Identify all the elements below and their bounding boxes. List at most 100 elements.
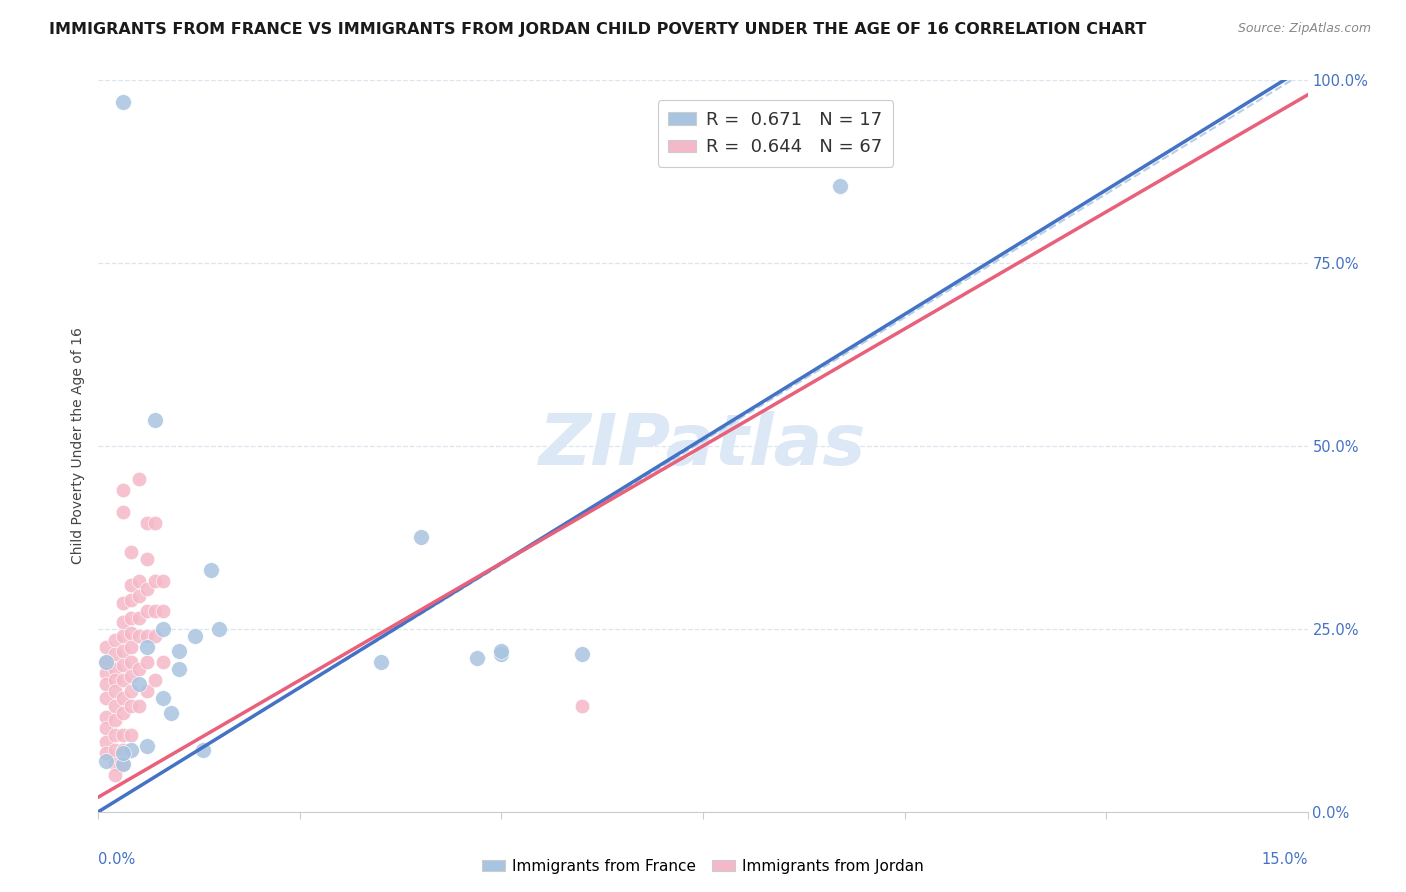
Point <box>152 574 174 589</box>
Point <box>103 632 125 647</box>
Point <box>167 662 190 676</box>
Point <box>111 742 134 756</box>
Point <box>193 742 215 756</box>
Point <box>96 665 118 680</box>
Point <box>111 615 134 629</box>
Point <box>111 673 134 687</box>
Point <box>111 95 134 110</box>
Point <box>409 530 432 544</box>
Point <box>96 655 118 669</box>
Text: 0.0%: 0.0% <box>98 852 135 867</box>
Point <box>135 640 157 655</box>
Point <box>111 483 134 497</box>
Text: IMMIGRANTS FROM FRANCE VS IMMIGRANTS FROM JORDAN CHILD POVERTY UNDER THE AGE OF : IMMIGRANTS FROM FRANCE VS IMMIGRANTS FRO… <box>49 22 1146 37</box>
Point <box>128 676 150 690</box>
Point <box>103 728 125 742</box>
Point <box>135 552 157 566</box>
Point <box>103 768 125 782</box>
Point <box>96 735 118 749</box>
Text: 15.0%: 15.0% <box>1261 852 1308 867</box>
Point <box>135 739 157 753</box>
Point <box>128 589 150 603</box>
Point <box>152 691 174 706</box>
Point <box>120 625 142 640</box>
Point <box>111 629 134 643</box>
Point <box>96 691 118 706</box>
Text: ZIPatlas: ZIPatlas <box>540 411 866 481</box>
Point <box>120 698 142 713</box>
Point <box>128 611 150 625</box>
Point <box>135 582 157 596</box>
Point <box>111 596 134 610</box>
Point <box>143 629 166 643</box>
Point <box>135 655 157 669</box>
Point <box>96 709 118 723</box>
Point <box>152 655 174 669</box>
Point <box>143 574 166 589</box>
Point <box>96 676 118 690</box>
Point <box>103 698 125 713</box>
Point <box>465 651 488 665</box>
Text: Source: ZipAtlas.com: Source: ZipAtlas.com <box>1237 22 1371 36</box>
Point <box>184 629 207 643</box>
Point <box>152 622 174 636</box>
Point <box>167 644 190 658</box>
Point <box>96 721 118 735</box>
Y-axis label: Child Poverty Under the Age of 16: Child Poverty Under the Age of 16 <box>72 327 86 565</box>
Point <box>152 603 174 617</box>
Point <box>111 658 134 673</box>
Point <box>143 673 166 687</box>
Point <box>128 662 150 676</box>
Point <box>208 622 231 636</box>
Point <box>143 413 166 427</box>
Point <box>103 684 125 698</box>
Point <box>491 648 513 662</box>
Point <box>103 757 125 772</box>
Point <box>120 655 142 669</box>
Point <box>128 472 150 486</box>
Point <box>96 754 118 768</box>
Point <box>103 714 125 728</box>
Point <box>571 698 593 713</box>
Point <box>111 746 134 760</box>
Point <box>828 179 851 194</box>
Point <box>200 563 222 577</box>
Point <box>103 742 125 756</box>
Point <box>111 706 134 720</box>
Point <box>111 644 134 658</box>
Legend: R =  0.671   N = 17, R =  0.644   N = 67: R = 0.671 N = 17, R = 0.644 N = 67 <box>658 100 893 167</box>
Point <box>103 648 125 662</box>
Point <box>143 603 166 617</box>
Point <box>96 655 118 669</box>
Point <box>120 592 142 607</box>
Point <box>160 706 183 720</box>
Point <box>120 640 142 655</box>
Point <box>571 648 593 662</box>
Point <box>120 742 142 756</box>
Point <box>128 698 150 713</box>
Legend: Immigrants from France, Immigrants from Jordan: Immigrants from France, Immigrants from … <box>475 853 931 880</box>
Point <box>370 655 392 669</box>
Point <box>96 640 118 655</box>
Point <box>111 728 134 742</box>
Point <box>120 578 142 592</box>
Point <box>111 757 134 772</box>
Point <box>120 728 142 742</box>
Point <box>103 673 125 687</box>
Point <box>491 644 513 658</box>
Point <box>143 516 166 530</box>
Point <box>111 505 134 519</box>
Point <box>135 684 157 698</box>
Point <box>111 691 134 706</box>
Point <box>128 574 150 589</box>
Point <box>120 545 142 559</box>
Point <box>135 516 157 530</box>
Point <box>96 746 118 760</box>
Point <box>103 662 125 676</box>
Point <box>120 611 142 625</box>
Point <box>120 669 142 683</box>
Point <box>135 603 157 617</box>
Point <box>128 629 150 643</box>
Point <box>135 629 157 643</box>
Point <box>111 757 134 772</box>
